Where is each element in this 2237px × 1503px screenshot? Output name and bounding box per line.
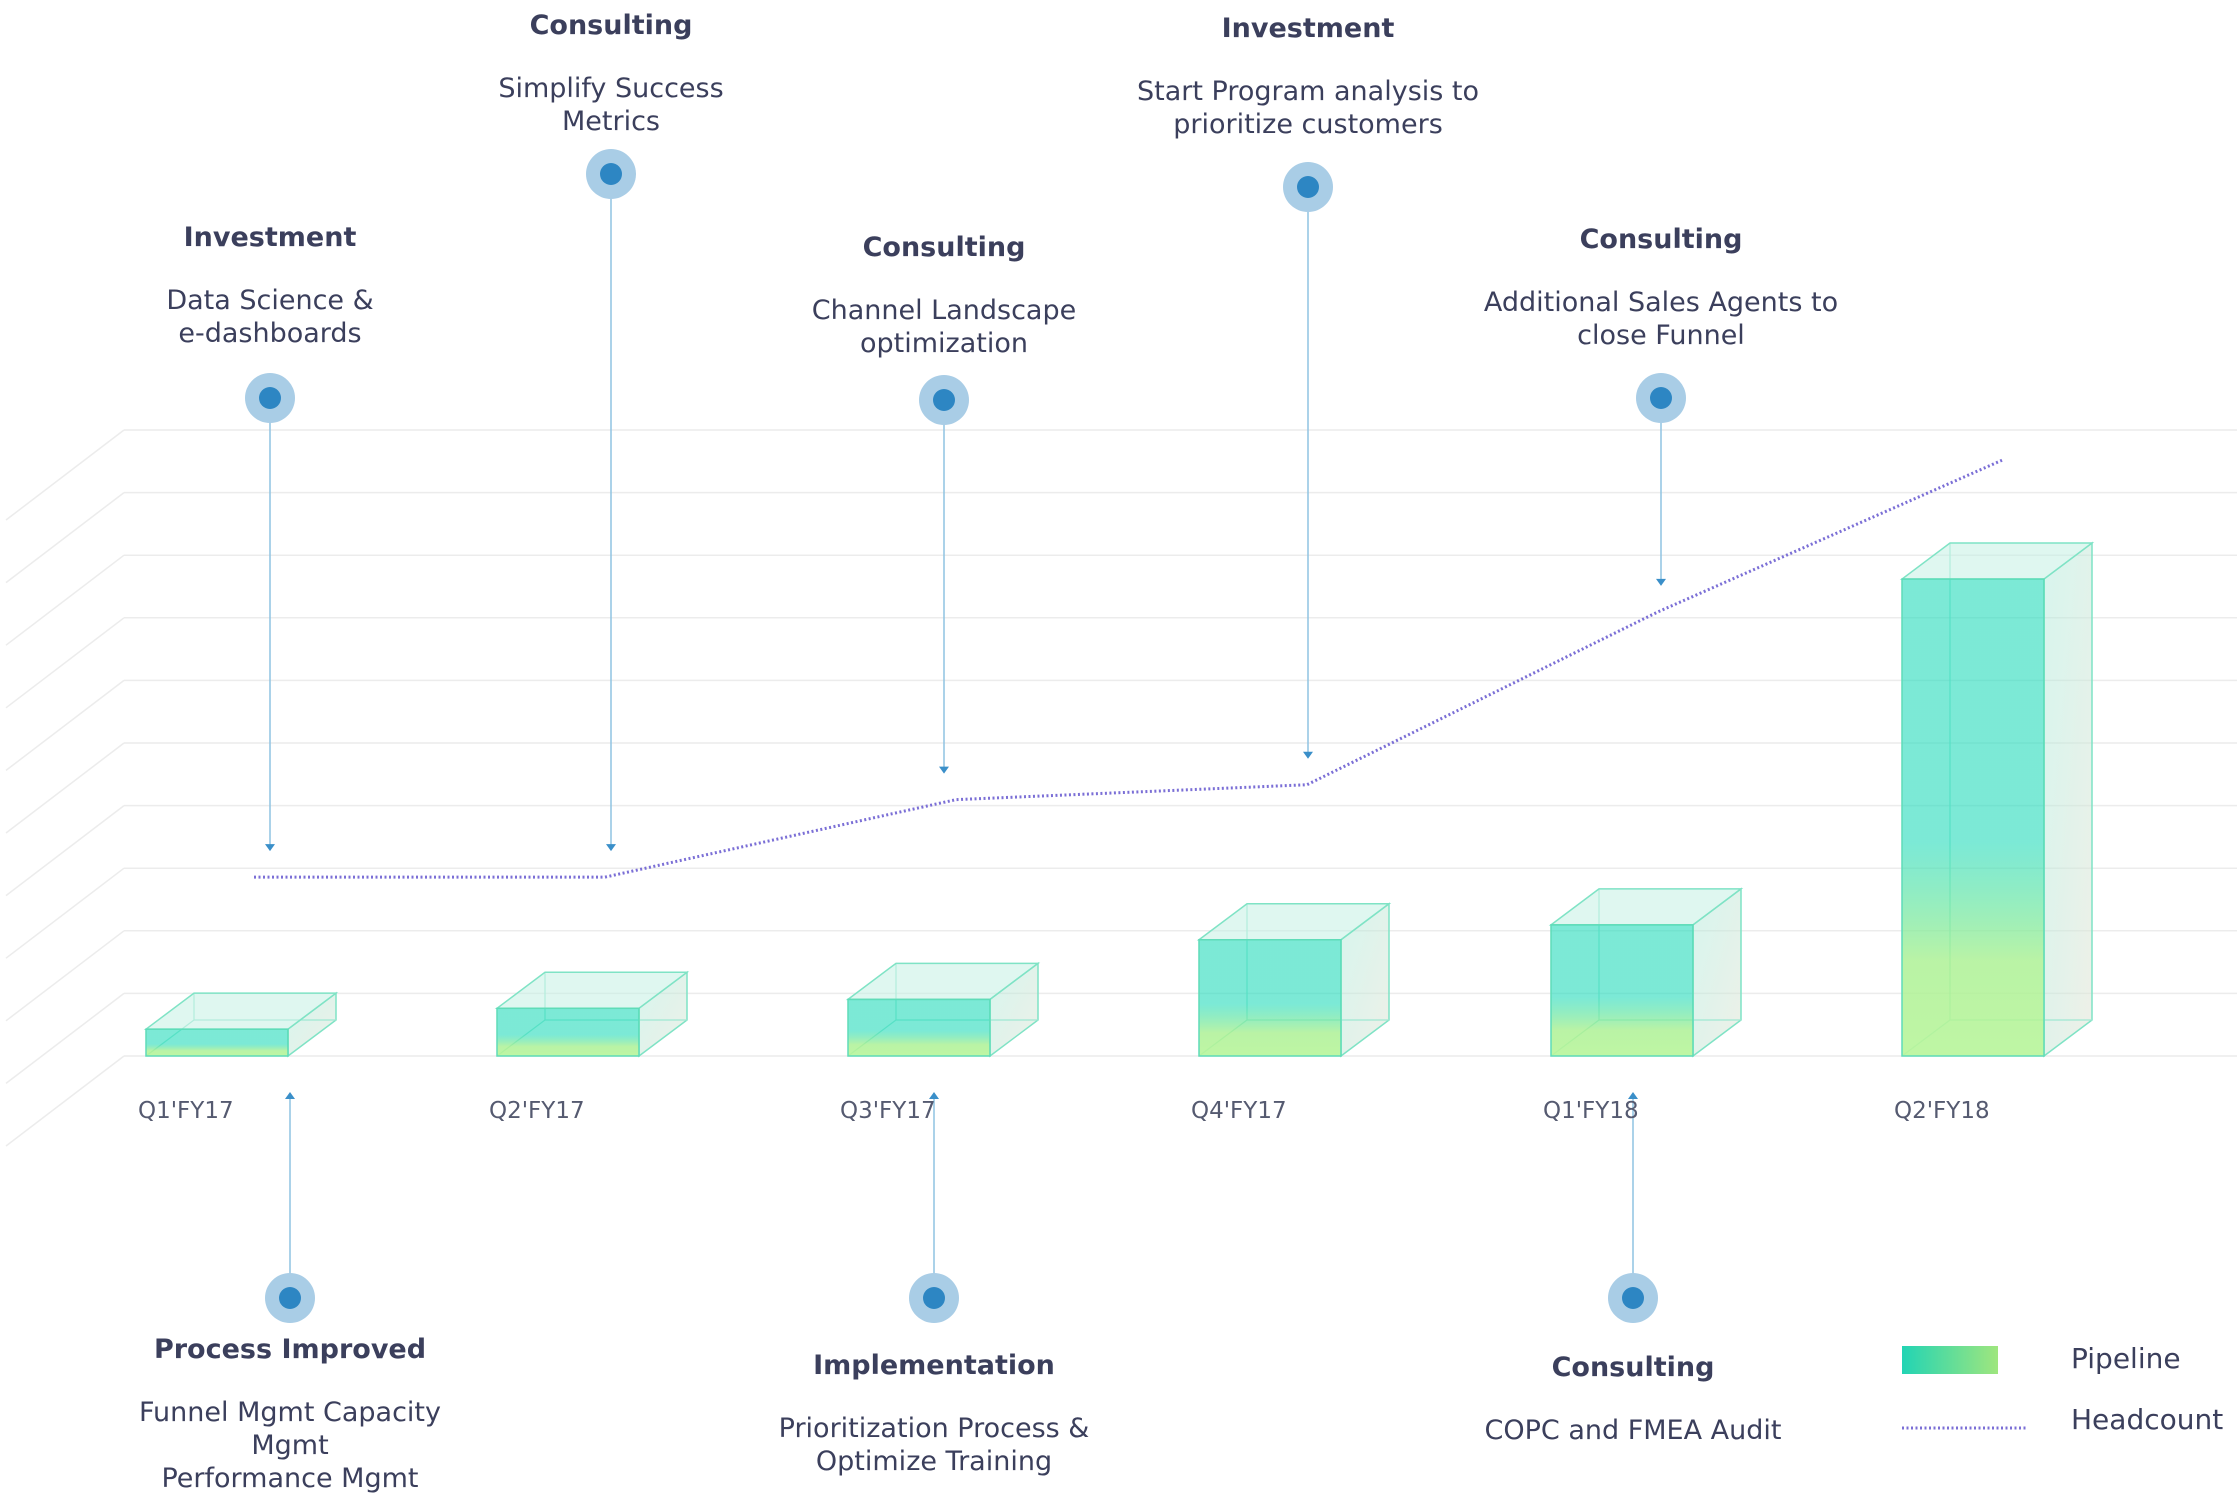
bar-front: [1198, 938, 1342, 1057]
annotation-text: Data Science & e-dashboards: [40, 284, 500, 350]
annotation-text: Funnel Mgmt Capacity Mgmt Performance Mgmt: [60, 1396, 520, 1495]
annotation-marker-top: [600, 163, 622, 185]
bar-side: [2043, 541, 2093, 1058]
annotation-text-line: Mgmt: [251, 1430, 329, 1461]
annotation-text: Prioritization Process & Optimize Trainin…: [704, 1412, 1164, 1478]
annotation-arrowhead: [929, 1092, 939, 1099]
grid-layer: [5, 429, 2237, 1147]
annotation-text-line: close Funnel: [1577, 320, 1745, 351]
annotation-arrowhead: [1656, 578, 1666, 586]
annotation-arrowhead: [1628, 1092, 1638, 1099]
annotation-title: Investment: [183, 222, 357, 253]
bar-front: [496, 1007, 640, 1057]
gridline-perspective: [5, 1055, 125, 1147]
annotation-text-line: Optimize Training: [815, 1446, 1053, 1477]
annotation-arrowhead: [1303, 751, 1313, 759]
annotation-marker-top: [259, 387, 281, 409]
bar-6: [1899, 541, 2095, 1058]
annotation-text-line: Prioritization Process &: [778, 1413, 1090, 1444]
bar-2: [494, 970, 690, 1058]
annotation-text-line: Start Program analysis to: [1136, 76, 1480, 107]
annotation-arrowhead: [265, 844, 275, 852]
bar-front: [145, 1028, 289, 1057]
annotation-title: Consulting: [1551, 1352, 1715, 1383]
annotation-text-line: Metrics: [561, 106, 660, 137]
annotation-text-line: Funnel Mgmt Capacity: [139, 1397, 441, 1428]
bar-front: [1550, 924, 1694, 1057]
annotation-marker-top: [1650, 387, 1672, 409]
annotation-text: Start Program analysis to prioritize cust…: [1078, 75, 1538, 141]
annotation-marker-bottom: [923, 1287, 945, 1309]
annotation-title: Investment: [1221, 13, 1395, 44]
x-tick-label: Q3'FY17: [840, 1098, 936, 1124]
x-tick-label: Q2'FY17: [489, 1098, 585, 1124]
gridline-perspective: [5, 992, 125, 1084]
x-tick-label: Q4'FY17: [1191, 1098, 1287, 1124]
annotation-marker-top: [1297, 176, 1319, 198]
gridline-perspective: [5, 805, 125, 897]
annotation-title: Process Improved: [153, 1334, 427, 1365]
gridline-perspective: [5, 742, 125, 834]
annotation-text-line: Data Science &: [166, 285, 374, 316]
gridline-perspective: [5, 492, 125, 584]
annotation-title: Consulting: [862, 232, 1026, 263]
gridline-perspective: [5, 867, 125, 959]
x-tick-label: Q2'FY18: [1894, 1098, 1990, 1124]
x-tick-label: Q1'FY18: [1543, 1098, 1639, 1124]
bars-layer: [143, 541, 2095, 1058]
annotation-text-line: prioritize customers: [1173, 109, 1443, 140]
legend-layer: [1902, 1346, 2028, 1430]
bar-front: [1901, 578, 2045, 1057]
annotation-text: COPC and FMEA Audit: [1403, 1414, 1863, 1447]
annotation-title: Consulting: [529, 10, 693, 41]
annotation-title: Consulting: [1579, 224, 1743, 255]
annotation-text-line: Simplify Success: [498, 73, 724, 104]
annotation-title: Implementation: [813, 1350, 1055, 1381]
annotation-text: Additional Sales Agents to close Funnel: [1431, 286, 1891, 352]
annotation-text-line: Additional Sales Agents to: [1483, 287, 1839, 318]
markers-layer: [245, 149, 1686, 1323]
bar-5: [1548, 887, 1744, 1058]
annotation-marker-bottom: [1622, 1287, 1644, 1309]
legend-label: Pipeline: [2071, 1342, 2181, 1375]
legend-label: Headcount: [2071, 1403, 2224, 1436]
connectors-layer: [265, 174, 1666, 1298]
annotation-arrowhead: [606, 844, 616, 852]
gridline-perspective: [5, 617, 125, 709]
gridline-perspective: [5, 554, 125, 646]
legend-swatch-pipeline: [1902, 1346, 1998, 1374]
gridline-perspective: [5, 429, 125, 521]
gridline-perspective: [5, 930, 125, 1022]
annotation-arrowhead: [939, 766, 949, 774]
annotation-text-line: Channel Landscape: [811, 295, 1077, 326]
annotation-text-line: optimization: [860, 328, 1028, 359]
bar-3: [845, 961, 1041, 1058]
bar-4: [1196, 902, 1392, 1058]
annotation-text-line: e-dashboards: [178, 318, 362, 349]
bar-front: [847, 998, 991, 1057]
gridline-perspective: [5, 679, 125, 771]
x-tick-label: Q1'FY17: [138, 1098, 234, 1124]
annotation-text: Channel Landscape optimization: [714, 294, 1174, 360]
headcount-line: [254, 458, 2004, 879]
annotation-text-line: COPC and FMEA Audit: [1484, 1415, 1782, 1446]
annotation-text-line: Performance Mgmt: [161, 1463, 419, 1494]
bar-1: [143, 991, 339, 1058]
annotation-arrowhead: [285, 1092, 295, 1099]
annotation-text: Simplify Success Metrics: [381, 72, 841, 138]
annotation-marker-top: [933, 389, 955, 411]
annotation-marker-bottom: [279, 1287, 301, 1309]
line-layer: [254, 458, 2004, 879]
